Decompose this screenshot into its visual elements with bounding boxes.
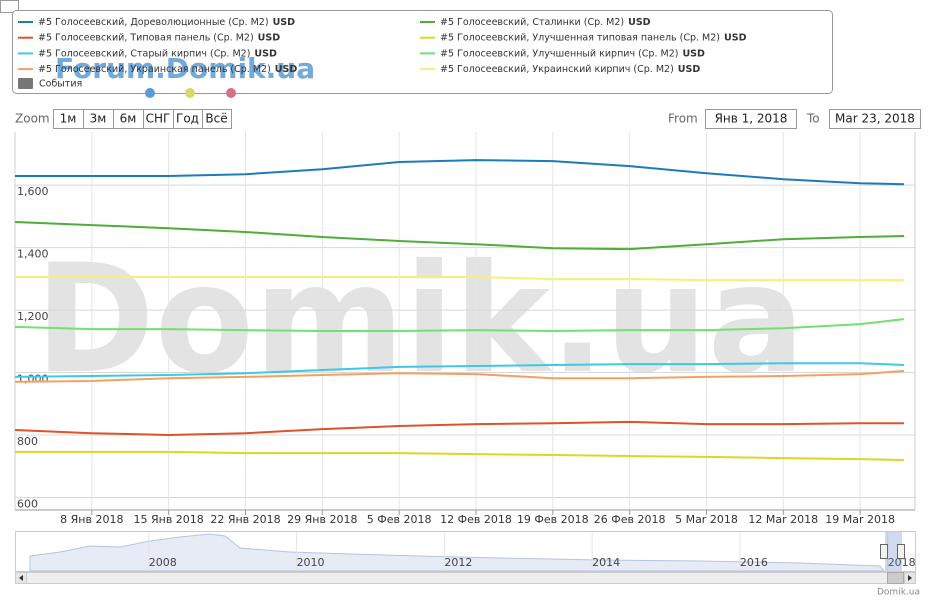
legend-label[interactable]: #5 Голосеевский, Украинский кирпич (Ср. …	[440, 64, 674, 75]
scrollbar-arrow	[19, 575, 23, 581]
from-value[interactable]: Янв 1, 2018	[715, 112, 788, 126]
legend-item[interactable]: #5 Голосеевский, Старый кирпич (Ср. M2) U…	[38, 48, 277, 59]
legend-currency[interactable]: USD	[678, 64, 701, 75]
zoom-button[interactable]	[202, 109, 232, 129]
legend-item[interactable]: #5 Голосеевский, Сталинки (Ср. M2) USD	[440, 17, 651, 28]
x-tick-label: 5 Mar 2018	[675, 513, 738, 526]
decor-dot	[185, 88, 195, 98]
legend-currency[interactable]: USD	[254, 48, 277, 59]
legend-currency[interactable]: USD	[682, 48, 705, 59]
series-line	[15, 450, 905, 461]
scrollbar-thumb[interactable]	[887, 572, 904, 584]
series-line	[14, 370, 905, 383]
forum-watermark: Forum.Domik.ua	[55, 52, 315, 85]
navigator-handle[interactable]	[897, 544, 905, 559]
zoom-button-label[interactable]: Всё	[205, 112, 227, 126]
y-tick-label: 1,200	[17, 310, 49, 323]
legend-label[interactable]: #5 Голосеевский, Дореволюционные (Ср. M2…	[38, 17, 269, 28]
legend-label[interactable]: #5 Голосеевский, Типовая панель (Ср. M2)	[38, 32, 254, 43]
legend-item[interactable]: #5 Голосеевский, Украинский кирпич (Ср. …	[440, 64, 700, 75]
zoom-button-label[interactable]: 1м	[60, 112, 77, 126]
y-tick-label: 1,000	[17, 373, 49, 386]
navigator-tick-label: 2014	[592, 556, 620, 569]
legend-currency[interactable]: USD	[273, 17, 296, 28]
legend-currency[interactable]: USD	[628, 17, 651, 28]
x-tick-label: 19 Mar 2018	[825, 513, 895, 526]
y-tick-label: 600	[17, 498, 38, 511]
y-tick-label: 800	[17, 435, 38, 448]
navigator-tick-label: 2016	[740, 556, 768, 569]
series-line	[14, 420, 904, 436]
navigator-tick-label: 2018	[888, 556, 916, 569]
series-line	[15, 276, 904, 282]
zoom-button-label[interactable]: Год	[176, 112, 199, 126]
events-label[interactable]: События	[39, 79, 82, 90]
watermark: Domik.ua	[35, 233, 805, 407]
zoom-button-label[interactable]: СНГ	[146, 112, 171, 126]
legend-item[interactable]: #5 Голосеевский, Типовая панель (Ср. M2)…	[38, 32, 280, 43]
decor-dot	[145, 88, 155, 98]
legend-label[interactable]: #5 Голосеевский, Улучшенная типовая пане…	[440, 32, 720, 43]
series-line	[14, 362, 905, 378]
navigator-selection	[885, 532, 902, 571]
from-label: From	[668, 112, 698, 126]
zoom-label: Zoom	[15, 112, 50, 126]
x-tick-label: 12 Фев 2018	[440, 513, 512, 526]
corner-tab[interactable]	[0, 0, 19, 13]
events-symbol[interactable]	[18, 78, 33, 89]
legend-item[interactable]: #5 Голосеевский, Украинская панель (Ср. …	[38, 64, 297, 75]
to-value[interactable]: Mar 23, 2018	[835, 112, 915, 126]
navigator-tick-label: 2012	[444, 556, 472, 569]
to-input[interactable]	[829, 109, 921, 129]
x-tick-label: 29 Янв 2018	[287, 513, 357, 526]
series-line	[14, 318, 905, 332]
zoom-button-label[interactable]: 3м	[90, 112, 107, 126]
navigator-area	[29, 533, 886, 572]
legend-label[interactable]: #5 Голосеевский, Сталинки (Ср. M2)	[440, 17, 624, 28]
legend-item[interactable]: #5 Голосеевский, Дореволюционные (Ср. M2…	[38, 17, 295, 28]
credit[interactable]: Domik.ua	[877, 588, 920, 598]
series-line	[15, 159, 905, 186]
navigator-tick-label: 2010	[297, 556, 325, 569]
x-tick-label: 5 Фев 2018	[367, 513, 432, 526]
from-input[interactable]	[705, 109, 797, 129]
navigator-tick-label: 2008	[149, 556, 177, 569]
scrollbar-track	[15, 572, 916, 584]
scrollbar-arrow	[908, 575, 912, 581]
x-tick-label: 8 Янв 2018	[60, 513, 123, 526]
legend-label[interactable]: #5 Голосеевский, Улучшенный кирпич (Ср. …	[440, 48, 678, 59]
legend-currency[interactable]: USD	[258, 32, 281, 43]
x-tick-label: 15 Янв 2018	[134, 513, 204, 526]
legend-label[interactable]: #5 Голосеевский, Украинская панель (Ср. …	[38, 64, 271, 75]
x-tick-label: 12 Mar 2018	[748, 513, 818, 526]
x-tick-label: 19 Фев 2018	[517, 513, 589, 526]
x-tick-label: 26 Фев 2018	[594, 513, 666, 526]
to-label: To	[806, 112, 820, 126]
legend-box	[12, 10, 833, 94]
legend-item[interactable]: #5 Голосеевский, Улучшенная типовая пане…	[440, 32, 747, 43]
legend-currency[interactable]: USD	[724, 32, 747, 43]
legend-currency[interactable]: USD	[275, 64, 298, 75]
legend-item[interactable]: #5 Голосеевский, Улучшенный кирпич (Ср. …	[440, 48, 705, 59]
legend-label[interactable]: #5 Голосеевский, Старый кирпич (Ср. M2)	[38, 48, 250, 59]
x-tick-label: 22 Янв 2018	[210, 513, 280, 526]
y-tick-label: 1,400	[17, 248, 49, 261]
navigator-handle[interactable]	[880, 544, 888, 559]
series-line	[14, 221, 905, 251]
decor-dot	[226, 88, 236, 98]
zoom-button-label[interactable]: 6м	[120, 112, 137, 126]
y-tick-label: 1,600	[17, 185, 49, 198]
